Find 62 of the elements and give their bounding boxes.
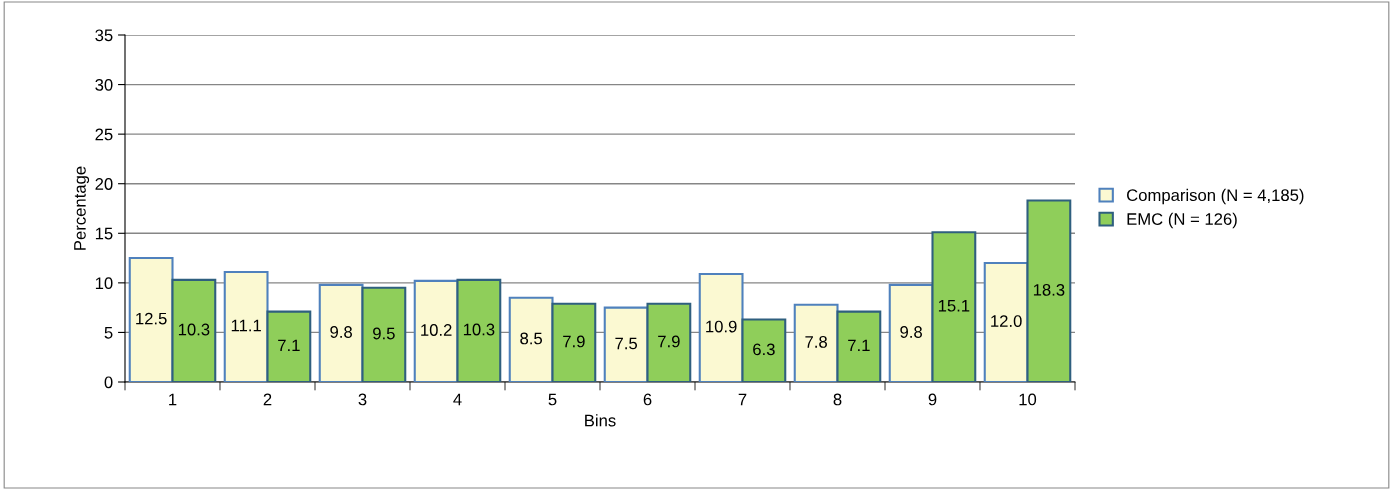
x-tick-label: 7: [738, 393, 747, 406]
data-label: 10.2: [421, 324, 452, 336]
data-label: 7.1: [278, 339, 300, 352]
bar: [603, 306, 649, 382]
bar: [361, 286, 407, 382]
bar: [646, 302, 692, 382]
y-tick-label: 35: [95, 29, 113, 42]
data-label: 7.1: [848, 339, 870, 352]
y-tick-label: 10: [95, 277, 113, 290]
x-tick-label: 4: [453, 393, 462, 406]
data-label: 18.3: [1033, 283, 1065, 296]
data-label: 7.9: [658, 335, 680, 348]
data-label: 10.3: [178, 323, 210, 336]
bar: [318, 283, 364, 382]
data-label: 9.5: [373, 327, 395, 340]
data-label: 12.0: [991, 315, 1022, 327]
data-label: 7.5: [615, 337, 638, 350]
bar: [413, 279, 459, 382]
bar: [456, 278, 502, 382]
data-label: 8.5: [520, 332, 543, 345]
bar: [223, 270, 269, 382]
bar: [508, 296, 554, 382]
legend-label: EMC (N = 126): [1127, 212, 1237, 229]
bar: [1026, 199, 1072, 382]
data-label: 7.8: [805, 336, 827, 348]
x-tick-label: 3: [358, 393, 367, 406]
y-tick-label: 30: [95, 78, 113, 91]
data-label: 7.9: [563, 335, 585, 348]
x-tick-label: 9: [928, 393, 937, 406]
x-tick-label: 6: [643, 393, 652, 406]
data-label: 9.8: [330, 326, 352, 338]
x-tick-label: 2: [263, 393, 272, 406]
x-tick-label: 1: [169, 393, 177, 406]
bar: [983, 261, 1029, 382]
y-tick-label: 0: [104, 376, 113, 389]
x-tick-label: 8: [833, 393, 842, 406]
data-label: 10.9: [706, 320, 737, 333]
legend-label: Comparison (N = 4,185): [1127, 188, 1304, 205]
y-tick-label: 15: [95, 227, 113, 240]
y-tick-label: 5: [104, 327, 113, 339]
data-label: 12.5: [136, 312, 167, 325]
bar: [551, 302, 597, 382]
y-axis-title: Percentage: [74, 166, 90, 250]
x-tick-label: 5: [548, 393, 557, 406]
bar: [698, 272, 744, 382]
data-label: 6.3: [753, 343, 775, 356]
bar: [888, 283, 934, 382]
bar: [128, 257, 174, 382]
y-tick-label: 25: [95, 128, 113, 141]
data-label: 9.8: [900, 326, 922, 338]
bar: [266, 310, 312, 382]
bar: [836, 310, 882, 382]
data-label: 11.1: [231, 319, 261, 332]
x-axis-title: Bins: [585, 414, 616, 427]
bar: [931, 231, 977, 382]
data-label: 10.3: [463, 323, 495, 336]
bar: [171, 278, 217, 382]
bar: [793, 303, 839, 382]
data-label: 15.1: [938, 299, 970, 312]
y-tick-label: 20: [95, 178, 113, 190]
bar: [741, 318, 787, 382]
x-tick-label: 10: [1019, 393, 1037, 406]
